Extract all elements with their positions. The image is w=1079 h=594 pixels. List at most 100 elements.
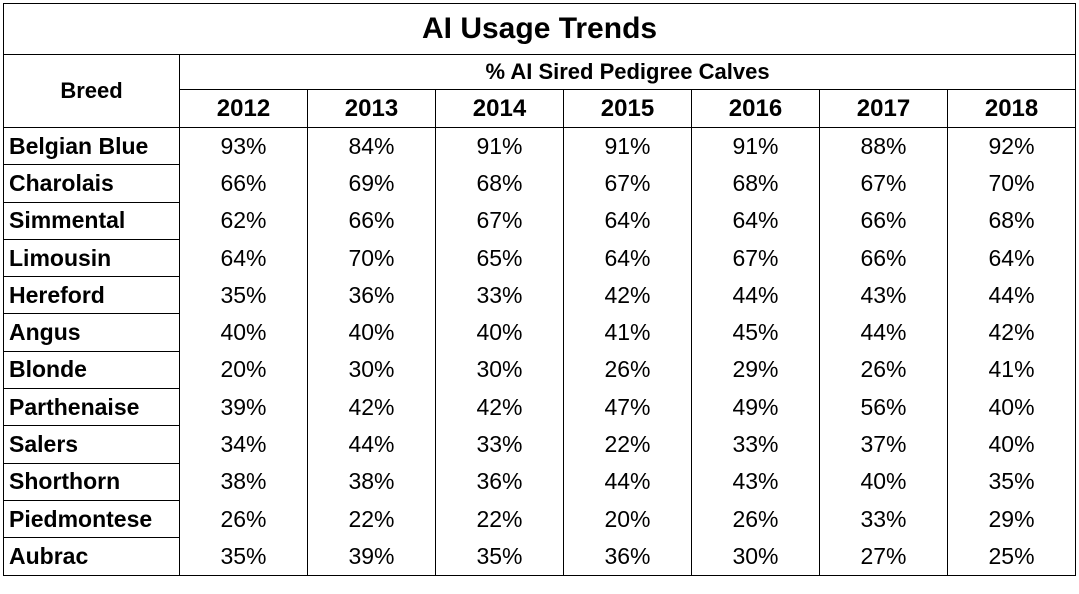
value-cell: 67% [820, 165, 948, 202]
table-row: Piedmontese 26% 22% 22% 20% 26% 33% 29% [4, 500, 1076, 537]
value-cell: 64% [692, 202, 820, 239]
table-row: Blonde 20% 30% 30% 26% 29% 26% 41% [4, 351, 1076, 388]
value-cell: 41% [564, 314, 692, 351]
breed-cell: Shorthorn [4, 463, 180, 500]
table-row: Hereford 35% 36% 33% 42% 44% 43% 44% [4, 277, 1076, 314]
table-row: Limousin 64% 70% 65% 64% 67% 66% 64% [4, 239, 1076, 276]
value-cell: 34% [180, 426, 308, 463]
year-header-2013: 2013 [308, 90, 436, 128]
value-cell: 91% [692, 128, 820, 165]
breed-cell: Hereford [4, 277, 180, 314]
value-cell: 38% [308, 463, 436, 500]
value-cell: 22% [564, 426, 692, 463]
value-cell: 35% [180, 277, 308, 314]
value-cell: 66% [820, 239, 948, 276]
column-group-header: % AI Sired Pedigree Calves [180, 55, 1076, 90]
breed-cell: Piedmontese [4, 500, 180, 537]
value-cell: 68% [948, 202, 1076, 239]
year-header-2014: 2014 [436, 90, 564, 128]
breed-cell: Aubrac [4, 538, 180, 575]
value-cell: 42% [308, 389, 436, 426]
value-cell: 33% [436, 426, 564, 463]
value-cell: 49% [692, 389, 820, 426]
value-cell: 42% [564, 277, 692, 314]
value-cell: 30% [692, 538, 820, 575]
year-header-2016: 2016 [692, 90, 820, 128]
value-cell: 39% [180, 389, 308, 426]
value-cell: 42% [948, 314, 1076, 351]
value-cell: 44% [308, 426, 436, 463]
value-cell: 47% [564, 389, 692, 426]
value-cell: 67% [692, 239, 820, 276]
ai-usage-table: AI Usage Trends Breed % AI Sired Pedigre… [3, 3, 1076, 576]
value-cell: 25% [948, 538, 1076, 575]
table-row: Salers 34% 44% 33% 22% 33% 37% 40% [4, 426, 1076, 463]
value-cell: 36% [564, 538, 692, 575]
value-cell: 22% [436, 500, 564, 537]
table-row: Shorthorn 38% 38% 36% 44% 43% 40% 35% [4, 463, 1076, 500]
value-cell: 35% [948, 463, 1076, 500]
value-cell: 26% [180, 500, 308, 537]
value-cell: 35% [436, 538, 564, 575]
value-cell: 93% [180, 128, 308, 165]
value-cell: 30% [308, 351, 436, 388]
table-row: Belgian Blue 93% 84% 91% 91% 91% 88% 92% [4, 128, 1076, 165]
table-row: Charolais 66% 69% 68% 67% 68% 67% 70% [4, 165, 1076, 202]
breed-column-header: Breed [4, 55, 180, 128]
value-cell: 66% [308, 202, 436, 239]
table-row: Aubrac 35% 39% 35% 36% 30% 27% 25% [4, 538, 1076, 575]
value-cell: 40% [308, 314, 436, 351]
value-cell: 26% [564, 351, 692, 388]
value-cell: 45% [692, 314, 820, 351]
value-cell: 33% [436, 277, 564, 314]
value-cell: 36% [436, 463, 564, 500]
value-cell: 43% [692, 463, 820, 500]
year-header-2015: 2015 [564, 90, 692, 128]
breed-cell: Angus [4, 314, 180, 351]
value-cell: 62% [180, 202, 308, 239]
value-cell: 70% [308, 239, 436, 276]
value-cell: 44% [820, 314, 948, 351]
value-cell: 44% [948, 277, 1076, 314]
value-cell: 38% [180, 463, 308, 500]
value-cell: 22% [308, 500, 436, 537]
value-cell: 40% [180, 314, 308, 351]
table-row: Parthenaise 39% 42% 42% 47% 49% 56% 40% [4, 389, 1076, 426]
value-cell: 35% [180, 538, 308, 575]
value-cell: 65% [436, 239, 564, 276]
value-cell: 66% [180, 165, 308, 202]
value-cell: 20% [564, 500, 692, 537]
value-cell: 30% [436, 351, 564, 388]
value-cell: 70% [948, 165, 1076, 202]
value-cell: 42% [436, 389, 564, 426]
value-cell: 39% [308, 538, 436, 575]
table-title: AI Usage Trends [4, 4, 1076, 55]
value-cell: 40% [948, 426, 1076, 463]
value-cell: 67% [436, 202, 564, 239]
value-cell: 20% [180, 351, 308, 388]
breed-cell: Salers [4, 426, 180, 463]
value-cell: 37% [820, 426, 948, 463]
value-cell: 66% [820, 202, 948, 239]
value-cell: 91% [564, 128, 692, 165]
breed-cell: Blonde [4, 351, 180, 388]
year-header-2012: 2012 [180, 90, 308, 128]
value-cell: 40% [820, 463, 948, 500]
value-cell: 44% [564, 463, 692, 500]
value-cell: 92% [948, 128, 1076, 165]
value-cell: 64% [948, 239, 1076, 276]
value-cell: 68% [692, 165, 820, 202]
value-cell: 26% [820, 351, 948, 388]
year-header-2017: 2017 [820, 90, 948, 128]
breed-cell: Simmental [4, 202, 180, 239]
breed-cell: Belgian Blue [4, 128, 180, 165]
value-cell: 41% [948, 351, 1076, 388]
year-header-2018: 2018 [948, 90, 1076, 128]
value-cell: 40% [948, 389, 1076, 426]
value-cell: 40% [436, 314, 564, 351]
table-row: Angus 40% 40% 40% 41% 45% 44% 42% [4, 314, 1076, 351]
value-cell: 68% [436, 165, 564, 202]
value-cell: 64% [564, 239, 692, 276]
value-cell: 88% [820, 128, 948, 165]
value-cell: 91% [436, 128, 564, 165]
